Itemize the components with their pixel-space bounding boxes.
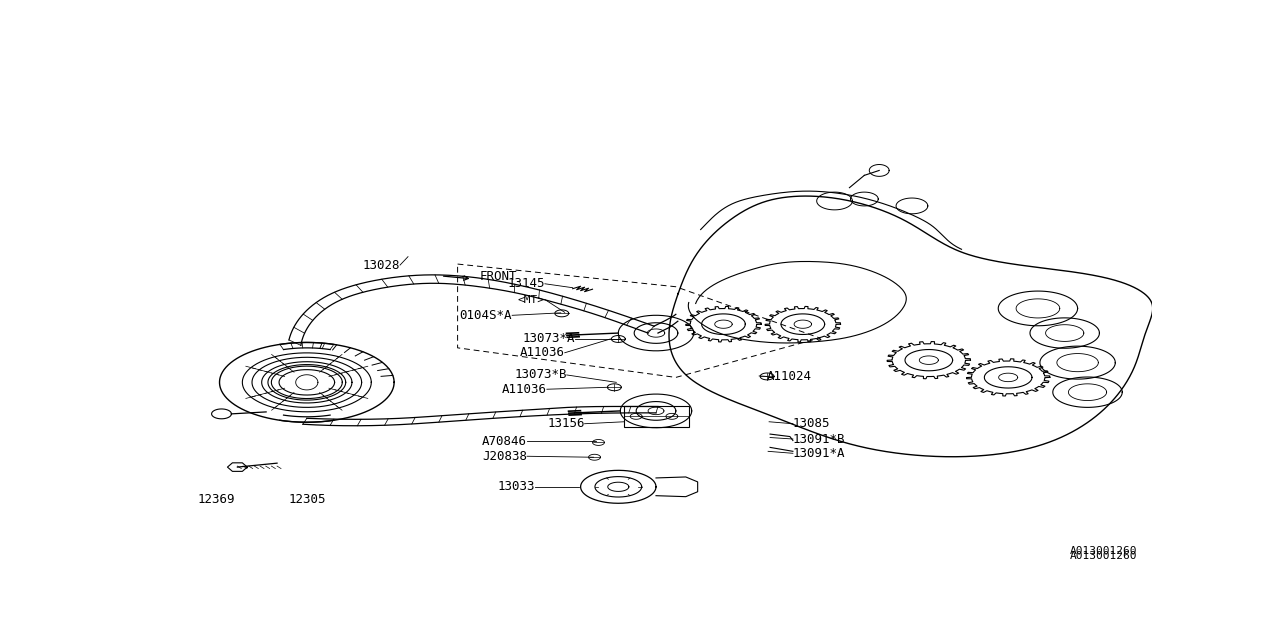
Text: 13073*B: 13073*B: [515, 369, 567, 381]
Text: 13145: 13145: [507, 277, 545, 291]
Text: <MT>: <MT>: [518, 294, 545, 305]
Text: 13091*B: 13091*B: [792, 433, 845, 445]
Text: 13085: 13085: [792, 417, 831, 430]
Text: 13028: 13028: [362, 259, 401, 271]
Text: A11036: A11036: [520, 346, 564, 359]
Bar: [625, 406, 689, 427]
Text: 13033: 13033: [498, 480, 535, 493]
Text: 12369: 12369: [198, 493, 236, 506]
Text: 13156: 13156: [547, 417, 585, 430]
Text: A70846: A70846: [483, 435, 527, 448]
Text: J20838: J20838: [483, 450, 527, 463]
Text: A11024: A11024: [767, 370, 812, 383]
Text: FRONT: FRONT: [480, 270, 517, 284]
Text: A013001260: A013001260: [1070, 546, 1137, 556]
Text: 13091*A: 13091*A: [792, 447, 845, 460]
Text: 12305: 12305: [288, 493, 325, 506]
Text: 13073*A: 13073*A: [522, 332, 575, 346]
Text: 0104S*A: 0104S*A: [460, 309, 512, 322]
Text: A11036: A11036: [502, 383, 547, 396]
Text: A013001260: A013001260: [1070, 551, 1137, 561]
